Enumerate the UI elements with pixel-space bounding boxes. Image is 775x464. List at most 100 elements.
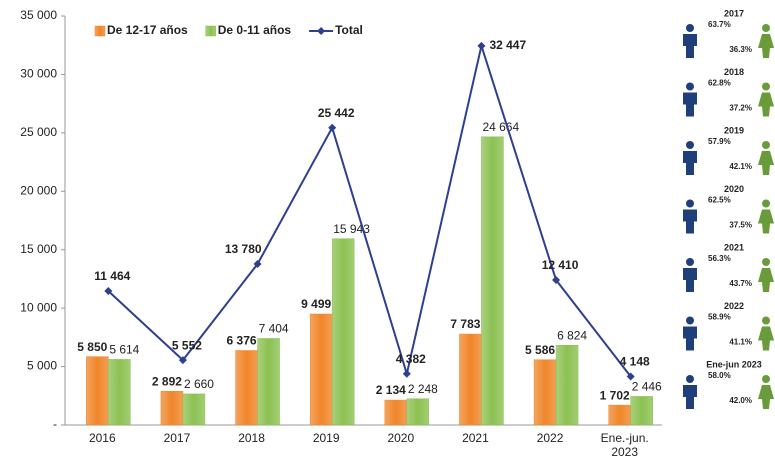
icon-head [762, 316, 770, 325]
x-tick-label: 2018 [238, 431, 265, 445]
line-marker [626, 372, 635, 381]
icon-body [758, 151, 774, 175]
icon-body [683, 209, 697, 234]
x-tick-label: 2021 [462, 431, 489, 445]
female-icon [758, 375, 774, 409]
female-icon [758, 258, 774, 292]
bar [86, 356, 109, 426]
icon-body [683, 268, 697, 292]
male-icon [683, 141, 697, 175]
icon-head [686, 199, 694, 208]
data-label: 7 404 [259, 322, 289, 336]
bar [533, 359, 557, 426]
male-icon [683, 316, 697, 351]
x-tick-label: 2016 [88, 431, 116, 445]
icon-head [762, 258, 770, 266]
icon-head [762, 24, 770, 32]
bar [108, 359, 131, 426]
legend-swatch [205, 25, 216, 37]
panel-male: 62.8% [708, 79, 731, 88]
y-tick-label: 25 000 [20, 125, 57, 139]
y-tick-label: 5 000 [27, 359, 57, 373]
data-label: 2 892 [152, 374, 182, 388]
panel-female: 42.1% [729, 162, 752, 171]
female-icon [758, 141, 774, 175]
line-marker [253, 259, 262, 268]
data-label: 7 783 [450, 317, 480, 331]
male-icon [683, 258, 697, 292]
bar [257, 338, 280, 426]
panel-female: 37.5% [729, 221, 752, 230]
data-label: 32 447 [489, 38, 526, 52]
bar [555, 345, 579, 426]
panel-female: 43.7% [729, 279, 752, 288]
data-label: 6 824 [557, 328, 587, 342]
female-icon [758, 199, 774, 234]
bar [235, 350, 258, 426]
panel-female: 41.1% [729, 338, 752, 347]
panel-period: Ene-jun 2023 [706, 359, 762, 369]
x-tick-label-box: 2020 [387, 431, 415, 445]
icon-body [758, 385, 774, 409]
panel-male: 57.9% [708, 137, 731, 146]
male-icon [683, 24, 697, 58]
line-marker [477, 41, 486, 50]
panel-period: 2018 [724, 67, 744, 77]
y-tick-label: 15 000 [20, 242, 57, 256]
male-icon [683, 375, 697, 409]
bar [459, 333, 482, 426]
line-marker [552, 275, 561, 284]
panel-male: 62.5% [708, 196, 731, 205]
panel-period: 2022 [724, 301, 744, 311]
x-tick-label: 2022 [536, 431, 564, 445]
data-label: 2 660 [184, 377, 214, 391]
line-marker [402, 369, 411, 378]
icon-body [683, 34, 697, 58]
icon-head [762, 82, 770, 91]
icon-head [686, 82, 694, 91]
icon-head [686, 316, 694, 325]
panel-female: 42.0% [729, 396, 752, 405]
bar [331, 238, 355, 426]
data-label: 12 410 [542, 258, 579, 272]
line-marker [178, 356, 187, 365]
icon-head [762, 141, 770, 149]
x-tick-label-box: 2022 [536, 431, 564, 445]
data-label: 5 614 [109, 343, 139, 357]
female-icon [758, 24, 774, 58]
data-label: 24 664 [482, 120, 519, 134]
icon-body [758, 34, 774, 58]
bar [608, 404, 631, 426]
data-label: 9 499 [301, 297, 331, 311]
legend-swatch [94, 25, 106, 37]
legend-label: Total [335, 23, 363, 37]
data-label: 4 148 [620, 355, 650, 369]
panel-male: 58.9% [708, 313, 731, 322]
data-label: 13 780 [225, 242, 262, 256]
panel-female: 37.2% [729, 104, 752, 113]
female-icon [758, 316, 774, 351]
icon-head [686, 258, 694, 266]
bar [309, 313, 333, 426]
panel-period: 2020 [724, 184, 744, 194]
female-icon [758, 82, 774, 117]
bar [481, 136, 504, 426]
legend-label: De 0-11 años [218, 23, 292, 37]
x-tick-label: 2020 [387, 431, 415, 445]
y-tick-label: 20 000 [20, 183, 57, 197]
line-marker [104, 287, 113, 296]
icon-body [758, 209, 774, 234]
x-tick-label-box: 2016 [88, 431, 116, 445]
data-label: 25 442 [318, 106, 355, 120]
y-tick-label: 30 000 [20, 67, 57, 81]
icon-body [683, 385, 697, 409]
bar [160, 390, 184, 426]
panel-period: 2019 [724, 125, 744, 135]
panel-male: 63.7% [708, 20, 731, 29]
male-icon [683, 82, 697, 117]
legend-label: De 12-17 años [107, 23, 188, 37]
data-label: 2 446 [632, 380, 662, 394]
data-label: 11 464 [94, 269, 130, 283]
icon-body [683, 92, 697, 117]
